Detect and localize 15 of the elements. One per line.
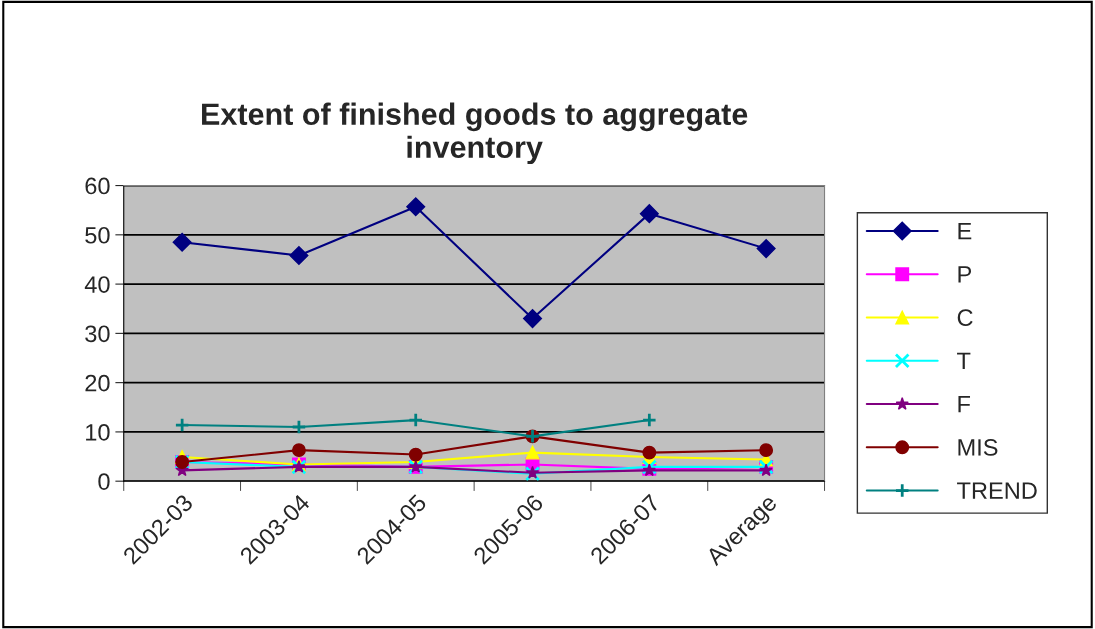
y-tick-label: 50 — [85, 226, 110, 244]
legend-label: P — [958, 266, 972, 283]
y-tick-label: 30 — [85, 325, 110, 343]
chart-title: Extent of finished goods to aggregate inventory — [202, 102, 748, 165]
y-tick-label: 20 — [85, 374, 110, 392]
y-tick-label: 10 — [86, 423, 110, 441]
legend-label: C — [957, 309, 973, 327]
legend-label: F — [958, 396, 971, 413]
legend-label: TREND — [957, 482, 1037, 499]
legend-label: T — [957, 352, 971, 370]
y-tick-label: 40 — [84, 276, 110, 293]
y-tick-label: 60 — [85, 177, 110, 195]
legend-label: E — [958, 223, 972, 240]
legend-label: MIS — [958, 439, 998, 456]
y-tick-label: 0 — [98, 473, 110, 490]
